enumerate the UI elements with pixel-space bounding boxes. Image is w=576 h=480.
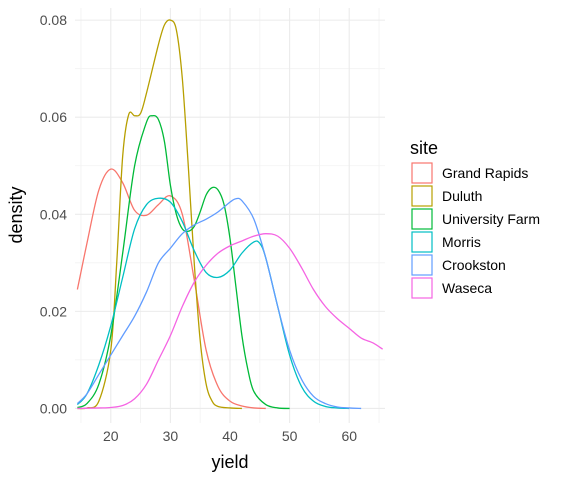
legend-key-university-farm [411,208,433,230]
y-tick-labels: 0.00 0.02 0.04 0.06 0.08 [40,12,67,416]
legend-title: site [410,138,438,158]
grid [75,8,385,423]
x-tick-label: 20 [103,428,119,444]
legend-label-morris: Morris [442,234,481,250]
y-tick-label: 0.00 [40,400,67,416]
series-lines [76,19,383,410]
x-tick-labels: 20 30 40 50 60 [103,428,357,444]
legend-label-waseca: Waseca [442,280,492,296]
series-line-duluth [77,19,242,410]
y-tick-label: 0.02 [40,303,67,319]
series-line-grand-rapids [76,168,266,410]
y-tick-label: 0.04 [40,206,67,222]
x-tick-label: 50 [282,428,298,444]
series-line-crookston [76,197,362,410]
legend-items: Grand Rapids Duluth University Farm Morris C… [411,162,540,299]
series-line-university-farm [77,114,290,410]
legend-key-duluth [411,185,433,207]
legend-label-grand-rapids: Grand Rapids [442,165,528,181]
x-tick-label: 60 [341,428,357,444]
series-line-morris [76,197,350,410]
legend-key-crookston [411,254,433,276]
legend-label-duluth: Duluth [442,188,482,204]
series-line-waseca [77,233,383,410]
legend: site Grand Rapids Duluth University Farm Mo… [410,138,540,299]
legend-label-university-farm: University Farm [442,211,540,227]
y-tick-label: 0.08 [40,12,67,28]
legend-key-morris [411,231,433,253]
legend-key-grand-rapids [411,162,433,184]
y-axis-title: density [6,186,26,243]
x-axis-title: yield [211,452,248,472]
x-tick-label: 30 [163,428,179,444]
legend-key-waseca [411,277,433,299]
y-tick-label: 0.06 [40,109,67,125]
legend-label-crookston: Crookston [442,257,506,273]
x-tick-label: 40 [222,428,238,444]
